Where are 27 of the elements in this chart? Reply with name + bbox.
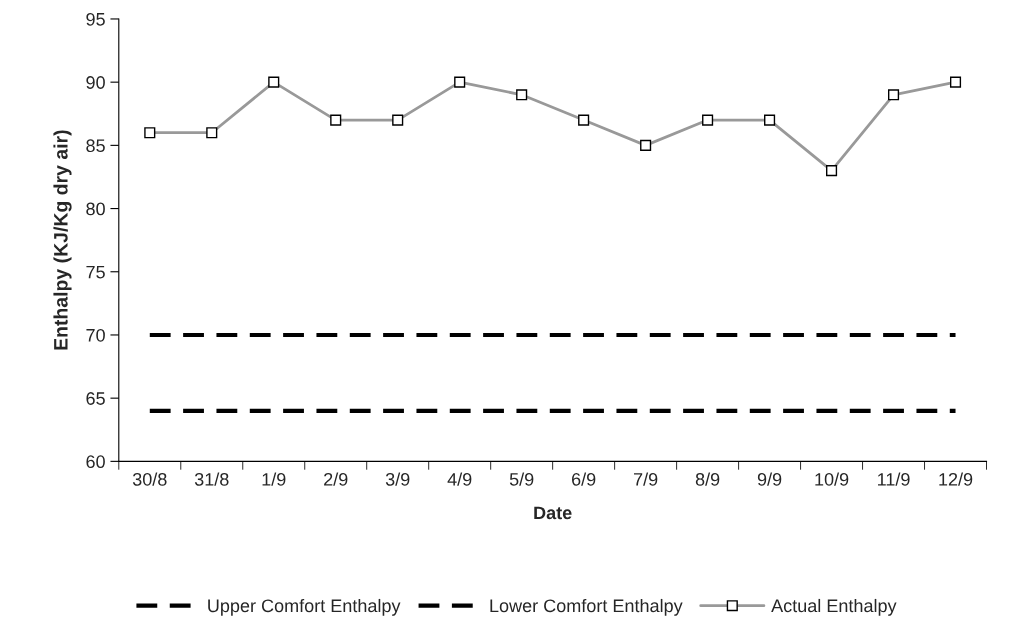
x-tick-label: 7/9 [634, 472, 658, 486]
x-tick-label: 8/9 [695, 472, 720, 486]
x-tick-label: 3/9 [385, 472, 410, 486]
x-tick-label: 4/9 [447, 472, 472, 486]
y-tick-label: 85 [86, 139, 105, 153]
x-tick-label: 6/9 [572, 472, 596, 486]
y-tick-label: 70 [86, 328, 105, 342]
y-tick-label: 95 [86, 12, 105, 26]
x-tick-label: 30/8 [132, 472, 167, 486]
y-tick-label: 80 [86, 202, 105, 216]
y-tick-label: 65 [86, 392, 105, 405]
y-tick-label: 90 [86, 76, 105, 89]
x-tick-label: 9/9 [757, 472, 782, 486]
x-tick-label: 1/9 [262, 472, 286, 486]
x-tick-label: 5/9 [509, 472, 534, 486]
x-tick-label: 10/9 [815, 472, 849, 486]
legend-label: Actual Enthalpy [771, 598, 897, 616]
legend-label: Upper Comfort Enthalpy [208, 598, 401, 616]
y-tick-label: 75 [86, 265, 105, 279]
x-tick-label: 2/9 [324, 472, 348, 486]
x-axis-title: Date [534, 506, 572, 520]
y-axis-title: Enthalpy (KJ/Kg dry air) [53, 130, 72, 350]
x-tick-label: 31/8 [194, 472, 229, 486]
x-tick-label: 11/9 [878, 472, 910, 486]
legend-label: Lower Comfort Enthalpy [490, 598, 683, 616]
y-tick-label: 60 [86, 455, 105, 469]
x-tick-label: 12/9 [939, 472, 973, 486]
